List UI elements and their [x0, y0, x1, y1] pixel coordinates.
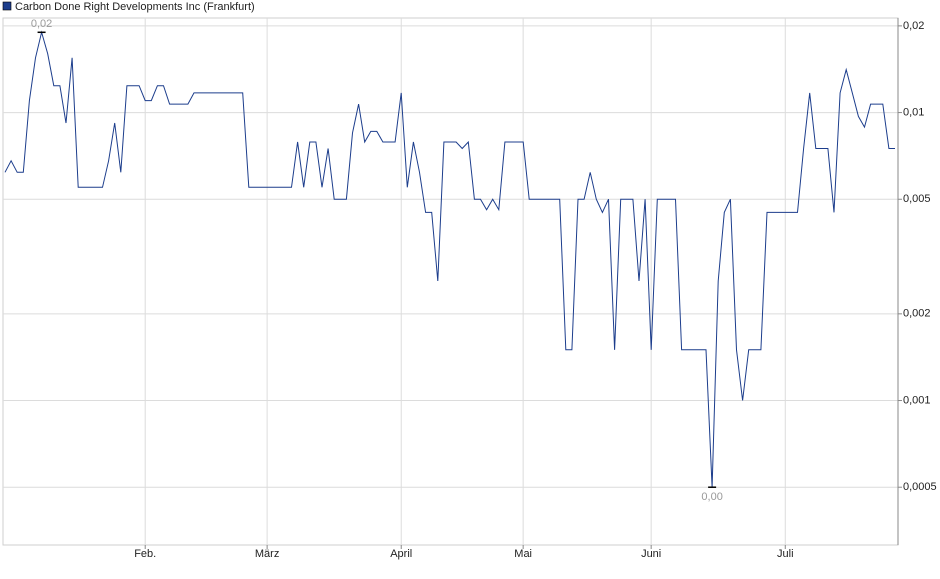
x-tick-label: Juli: [777, 548, 794, 560]
y-tick-label: 0,01: [903, 106, 924, 118]
value-label: 0,02: [31, 18, 52, 30]
x-tick-label: Juni: [641, 548, 661, 560]
y-tick-label: 0,002: [903, 308, 931, 320]
y-tick-label: 0,02: [903, 20, 924, 32]
x-tick-label: April: [390, 548, 412, 560]
y-tick-label: 0,001: [903, 394, 931, 406]
x-tick-label: März: [255, 548, 279, 560]
legend-swatch: [2, 1, 12, 11]
x-tick-label: Feb.: [134, 548, 156, 560]
price-line: [4, 30, 895, 488]
y-tick-label: 0,005: [903, 193, 931, 205]
y-tick-label: 0,0005: [903, 481, 937, 493]
legend-label: Carbon Done Right Developments Inc (Fran…: [15, 1, 255, 13]
value-label: 0,00: [701, 491, 722, 503]
x-tick-label: Mai: [514, 548, 532, 560]
